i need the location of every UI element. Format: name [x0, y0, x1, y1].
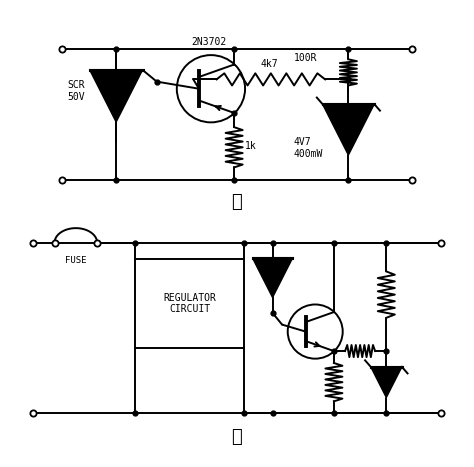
Bar	[135, 259, 244, 348]
Text: 4k7: 4k7	[260, 59, 278, 69]
Polygon shape	[322, 104, 374, 155]
Polygon shape	[371, 367, 402, 397]
Text: 1k: 1k	[245, 142, 256, 151]
Polygon shape	[90, 70, 143, 122]
Text: Ⓑ: Ⓑ	[232, 428, 242, 446]
Text: Ⓐ: Ⓐ	[232, 193, 242, 211]
Text: SCR
50V: SCR 50V	[68, 80, 85, 102]
Text: FUSE: FUSE	[65, 256, 87, 265]
Text: 100R: 100R	[294, 53, 318, 64]
Polygon shape	[253, 258, 292, 297]
Text: REGULATOR
CIRCUIT: REGULATOR CIRCUIT	[163, 293, 216, 314]
Text: 2N3702: 2N3702	[191, 37, 226, 47]
Text: 4V7
400mW: 4V7 400mW	[294, 137, 323, 159]
